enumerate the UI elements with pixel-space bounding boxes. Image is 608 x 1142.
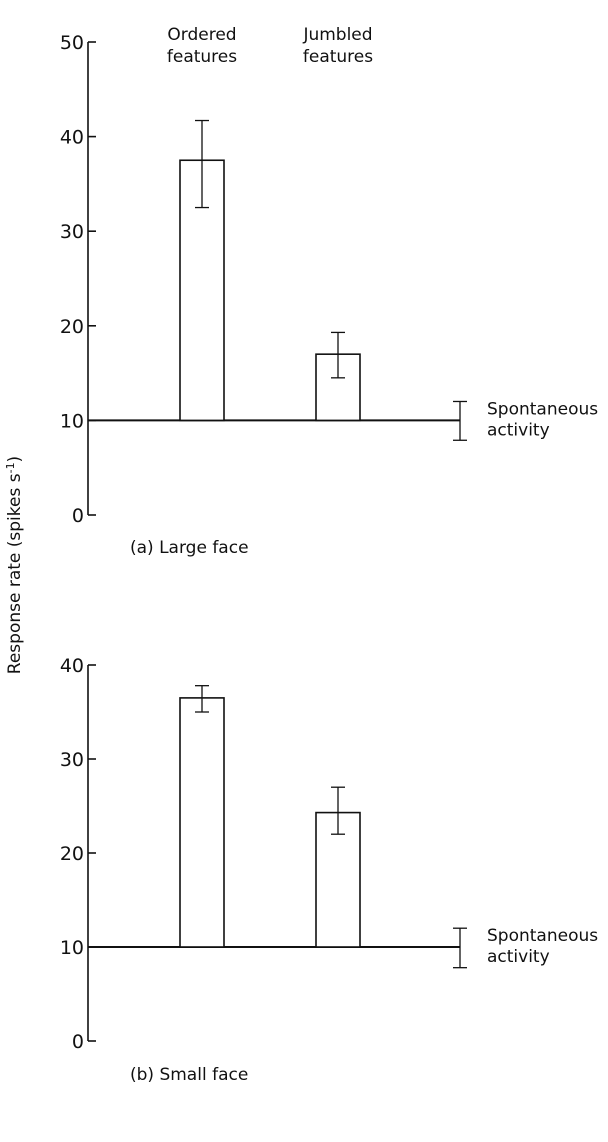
reference-label: Spontaneous activity xyxy=(487,399,598,440)
panel-caption: (b) Small face xyxy=(130,1065,248,1085)
y-axis-label: Response rate (spikes s-1) xyxy=(4,456,25,674)
y-tick-label: 0 xyxy=(72,505,84,527)
category-label: Jumbled features xyxy=(302,25,373,67)
y-tick-label: 20 xyxy=(60,316,84,338)
panel-a-large-face: 0 10 20 30 40 50 Ordered features Jumbled feature… xyxy=(60,25,598,558)
y-tick-label: 40 xyxy=(60,655,84,677)
reference-label: Spontaneous activity xyxy=(487,926,598,967)
panel-caption: (a) Large face xyxy=(130,538,249,558)
y-tick-label: 30 xyxy=(60,749,84,771)
y-tick-label: 50 xyxy=(60,32,84,54)
y-tick-label: 40 xyxy=(60,127,84,149)
y-tick-label: 0 xyxy=(72,1031,84,1053)
y-tick-label: 10 xyxy=(60,410,84,432)
y-tick-label: 30 xyxy=(60,221,84,243)
category-label: Ordered features xyxy=(167,25,237,67)
bar xyxy=(315,811,361,948)
y-tick-label: 10 xyxy=(60,937,84,959)
panel-b-small-face: 0 10 20 30 40 Spontaneous activity (b) Small fa… xyxy=(60,655,598,1085)
bar xyxy=(179,697,225,948)
y-tick-label: 20 xyxy=(60,843,84,865)
